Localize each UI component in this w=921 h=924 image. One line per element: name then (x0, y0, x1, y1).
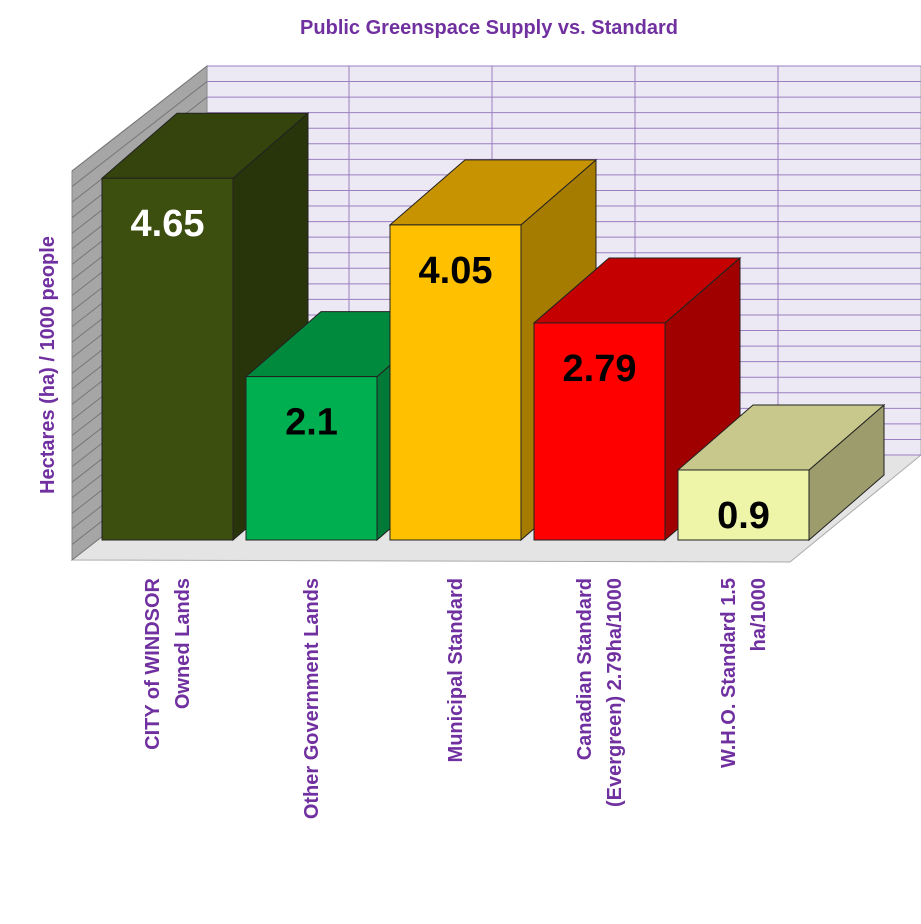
x-tick-label: Canadian Standard (574, 578, 596, 760)
x-tick-label: CITY of WINDSOR (142, 577, 164, 749)
data-label: 4.65 (131, 203, 205, 245)
bar (389, 224, 522, 541)
bar (533, 322, 666, 541)
side-grid-line (71, 65, 208, 172)
x-tick-label: Other Government Lands (301, 578, 323, 819)
bar (677, 469, 810, 541)
data-label: 2.79 (563, 348, 637, 390)
x-tick-label: Owned Lands (172, 578, 194, 709)
bar (245, 376, 378, 541)
chart-title: Public Greenspace Supply vs. Standard (300, 17, 678, 39)
data-label: 4.05 (419, 250, 493, 292)
data-label: 2.1 (285, 402, 338, 444)
x-tick-label: Municipal Standard (445, 578, 467, 762)
x-tick-label: (Evergreen) 2.79ha/1000 (604, 578, 626, 807)
x-tick-label: ha/1000 (748, 578, 770, 651)
data-label: 0.9 (717, 495, 770, 537)
x-tick-label: W.H.O. Standard 1.5 (718, 578, 740, 768)
side-grid-line (71, 81, 208, 187)
bar (101, 177, 234, 541)
y-axis-label: Hectares (ha) / 1000 people (37, 236, 59, 494)
